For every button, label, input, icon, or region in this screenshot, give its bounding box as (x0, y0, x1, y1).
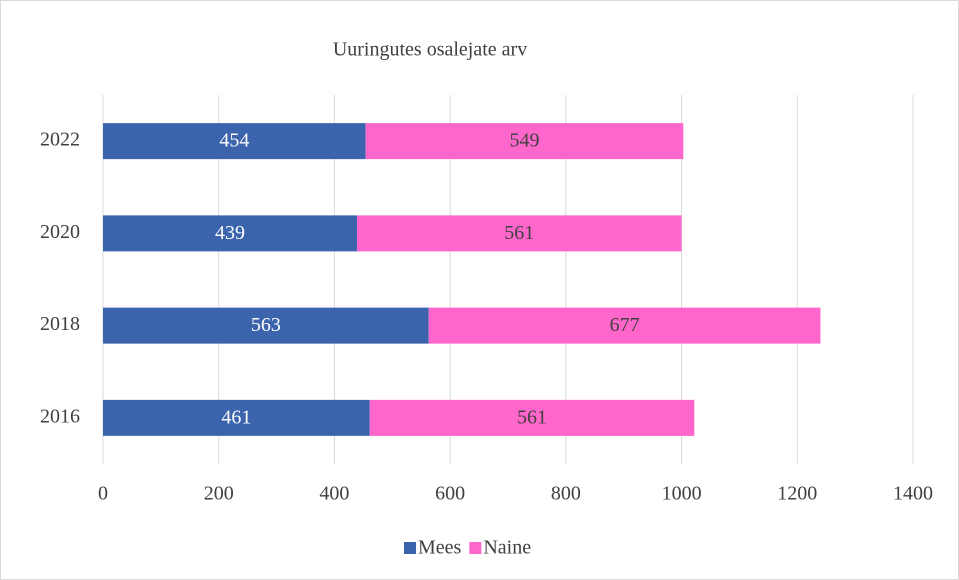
data-label: 439 (215, 222, 245, 244)
legend-label: Naine (483, 537, 531, 559)
x-tick-label: 1200 (777, 483, 817, 505)
data-label: 561 (504, 222, 534, 244)
legend-swatch (404, 542, 416, 554)
x-tick-label: 1400 (893, 483, 933, 505)
y-tick-label: 2016 (40, 405, 80, 427)
bar-segment (356, 215, 682, 252)
bar-segment (365, 123, 684, 160)
chart-title: Uuringutes osalejate arv (333, 39, 527, 61)
y-tick-label: 2022 (40, 129, 80, 151)
data-label: 677 (610, 314, 640, 336)
legend-label: Mees (418, 537, 462, 559)
y-tick-label: 2018 (40, 313, 80, 335)
data-label: 563 (251, 314, 281, 336)
bar-segment (428, 307, 821, 344)
data-label: 549 (509, 130, 539, 152)
x-tick-label: 1000 (662, 483, 702, 505)
x-tick-label: 200 (204, 483, 234, 505)
data-label: 561 (517, 406, 547, 428)
data-label: 454 (219, 130, 249, 152)
bar-segment (103, 215, 357, 252)
bar-segment (369, 399, 695, 436)
data-label: 461 (221, 406, 251, 428)
x-tick-label: 800 (551, 483, 581, 505)
bar-segment (103, 399, 370, 436)
x-tick-label: 600 (435, 483, 465, 505)
y-tick-label: 2020 (40, 221, 80, 243)
x-tick-label: 400 (319, 483, 349, 505)
bar-segment (103, 123, 366, 160)
x-tick-label: 0 (98, 483, 108, 505)
bar-segment (103, 307, 429, 344)
legend-swatch (469, 542, 482, 554)
